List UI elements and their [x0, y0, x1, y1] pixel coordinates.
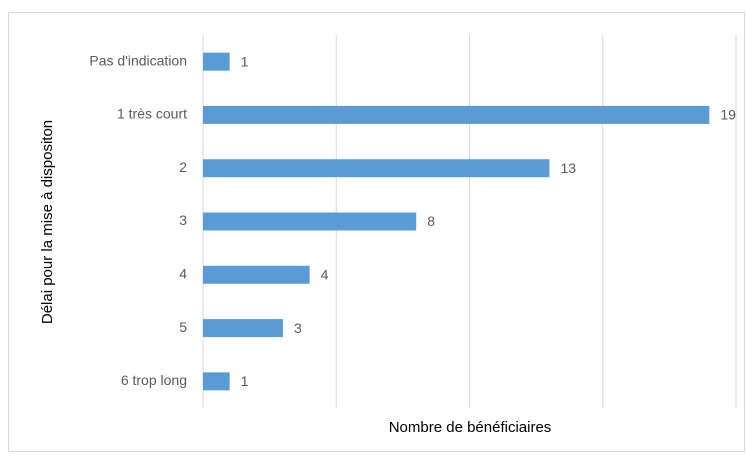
bar: [203, 265, 310, 284]
data-label: 4: [321, 266, 329, 282]
bar: [203, 52, 230, 71]
y-tick-label: 4: [179, 265, 187, 281]
data-label: 1: [241, 53, 249, 69]
y-tick-label: 3: [179, 212, 187, 228]
data-label: 8: [427, 213, 435, 229]
bar: [203, 159, 550, 178]
data-label: 19: [720, 107, 736, 123]
y-tick-label: 2: [179, 159, 187, 175]
x-axis-title: Nombre de bénéficiaires: [389, 419, 552, 436]
bar: [203, 105, 710, 124]
y-tick-label: 5: [179, 319, 187, 335]
data-label: 1: [241, 373, 249, 389]
bar: [203, 212, 417, 231]
chart-frame: [8, 12, 745, 452]
y-tick-label: 6 trop long: [121, 372, 187, 388]
bar: [203, 372, 230, 391]
data-label: 13: [560, 160, 576, 176]
data-label: 3: [294, 320, 302, 336]
y-tick-label: 1 très court: [117, 106, 187, 122]
y-axis-title: Délai pour la mise à dispositon: [39, 120, 56, 324]
y-tick-label: Pas d'indication: [89, 52, 187, 68]
bar: [203, 319, 283, 338]
